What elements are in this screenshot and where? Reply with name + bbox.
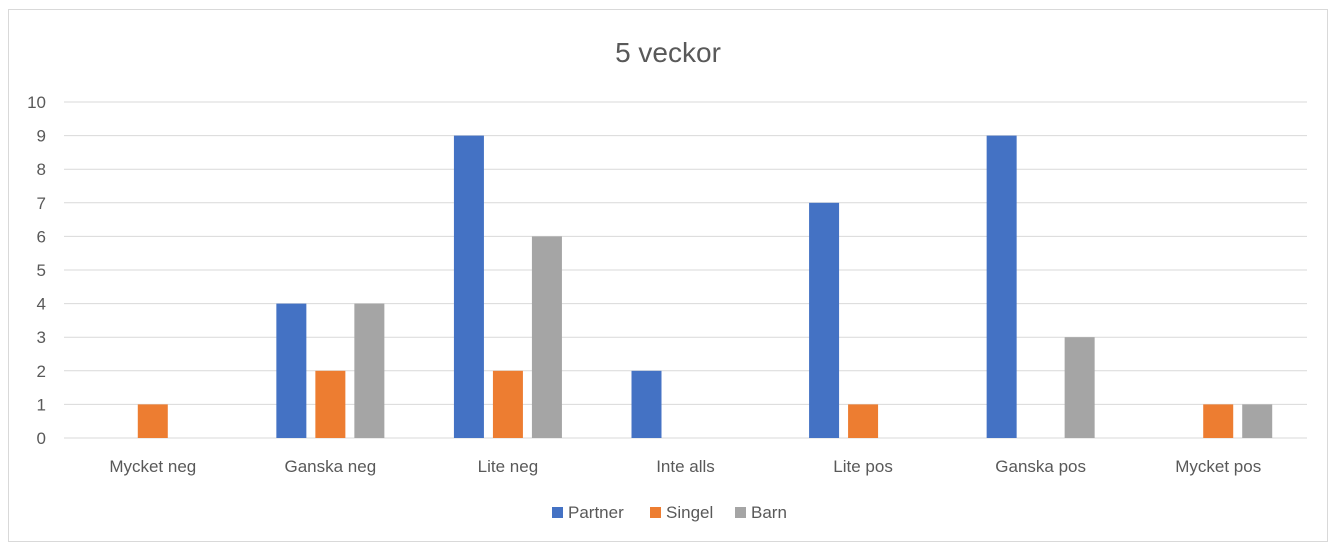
y-tick-label: 6	[37, 227, 46, 246]
bar-singel-6	[1203, 404, 1234, 438]
x-category-label: Mycket pos	[1175, 457, 1261, 476]
bar-partner-1	[276, 303, 307, 438]
x-category-label: Lite pos	[833, 457, 893, 476]
bar-barn-1	[354, 303, 385, 438]
legend-label-singel: Singel	[666, 503, 713, 522]
x-category-label: Ganska neg	[285, 457, 377, 476]
gridlines	[64, 101, 1307, 439]
legend-swatch-partner	[552, 507, 563, 518]
y-tick-label: 7	[37, 194, 46, 213]
legend-label-partner: Partner	[568, 503, 624, 522]
y-tick-label: 10	[27, 93, 46, 112]
bar-barn-5	[1064, 337, 1095, 438]
legend: Partner Singel Barn	[552, 503, 787, 522]
bar-partner-4	[809, 202, 840, 438]
bar-singel-2	[492, 370, 523, 438]
y-tick-label: 0	[37, 429, 46, 448]
chart-frame	[8, 9, 1328, 542]
y-tick-label: 8	[37, 160, 46, 179]
legend-swatch-barn	[735, 507, 746, 518]
x-category-label: Lite neg	[478, 457, 539, 476]
bars	[137, 135, 1273, 438]
legend-label-barn: Barn	[751, 503, 787, 522]
y-tick-label: 4	[37, 295, 46, 314]
chart-title: 5 veckor	[615, 37, 721, 68]
y-axis-ticks: 0 1 2 3 4 5 6 7 8 9 10	[27, 93, 46, 448]
bar-partner-5	[986, 135, 1017, 438]
y-tick-label: 3	[37, 328, 46, 347]
y-tick-label: 2	[37, 362, 46, 381]
legend-swatch-singel	[650, 507, 661, 518]
x-category-label: Inte alls	[656, 457, 715, 476]
bar-singel-1	[315, 370, 346, 438]
x-axis-labels: Mycket neg Ganska neg Lite neg Inte alls Lit…	[109, 457, 1261, 476]
bar-singel-4	[848, 404, 879, 438]
y-tick-label: 9	[37, 127, 46, 146]
bar-singel-0	[137, 404, 168, 438]
bar-partner-3	[631, 370, 662, 438]
bar-barn-2	[531, 236, 562, 438]
bar-partner-2	[453, 135, 484, 438]
y-tick-label: 5	[37, 261, 46, 280]
x-category-label: Mycket neg	[109, 457, 196, 476]
bar-barn-6	[1242, 404, 1273, 438]
x-category-label: Ganska pos	[995, 457, 1086, 476]
y-tick-label: 1	[37, 395, 46, 414]
